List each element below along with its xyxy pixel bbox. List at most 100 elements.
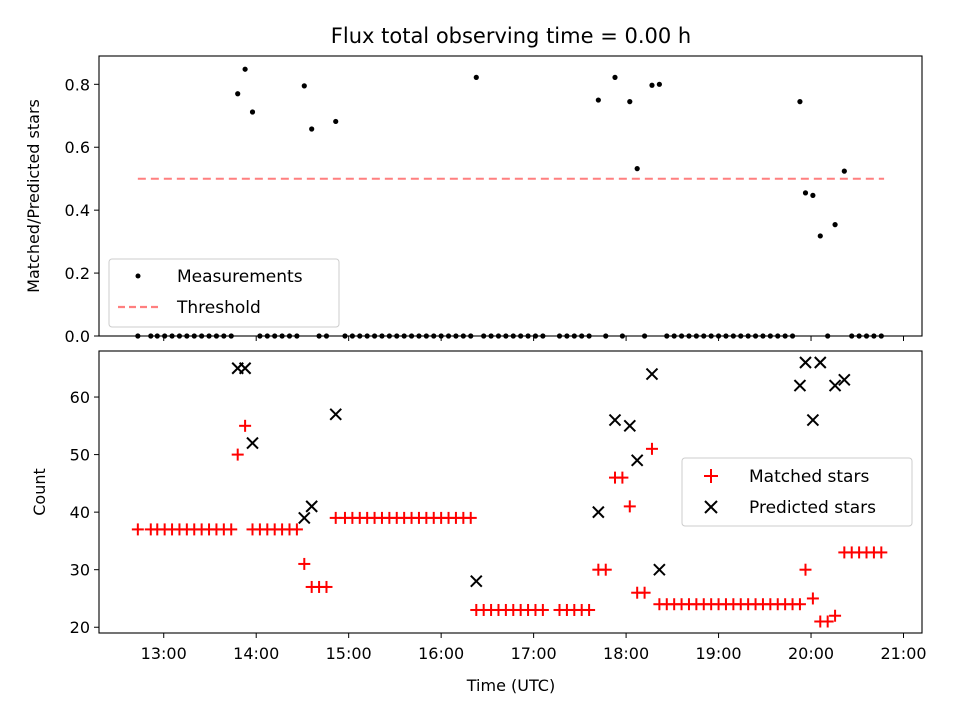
bottom-y-tick-label: 60 xyxy=(70,388,90,407)
measurement-point xyxy=(627,99,633,105)
measurement-point xyxy=(242,66,248,72)
bottom-legend: Matched stars Predicted stars xyxy=(681,457,913,527)
measurement-point xyxy=(333,118,339,125)
matched-stars-series xyxy=(131,419,888,628)
measurement-point xyxy=(301,83,307,89)
top-panel: 0.00.20.40.60.8 Matched/Predicted stars … xyxy=(24,55,923,346)
matched-star-point xyxy=(616,471,629,484)
matched-star-point xyxy=(536,603,549,616)
predicted-star-point xyxy=(645,367,659,381)
legend-marker-predicted-stars xyxy=(704,500,718,514)
predicted-star-point xyxy=(838,373,851,386)
measurement-point xyxy=(595,97,601,103)
bottom-x-tick-label: 18:00 xyxy=(603,644,649,663)
bottom-panel: 20 30 40 50 60 13:00 14:00 15:00 16:00 17:00 18:00… xyxy=(30,350,927,695)
matched-star-point xyxy=(793,598,806,611)
predicted-star-point xyxy=(470,574,483,588)
predicted-star-point xyxy=(828,379,842,392)
top-y-tick-label: 0.6 xyxy=(65,138,90,157)
matched-star-point xyxy=(464,511,477,524)
matched-star-point xyxy=(599,563,612,576)
predicted-star-point xyxy=(799,356,812,369)
legend-label-measurements: Measurements xyxy=(177,267,303,287)
predicted-star-point xyxy=(653,563,666,576)
legend-marker-matched-stars xyxy=(704,469,718,483)
measurement-point xyxy=(612,74,618,80)
predicted-star-point xyxy=(793,379,807,392)
matched-star-point xyxy=(320,580,333,593)
bottom-y-tick-label: 50 xyxy=(70,446,90,465)
matched-star-point xyxy=(645,442,658,455)
bottom-legend-box xyxy=(681,457,913,527)
measurement-point xyxy=(235,91,241,97)
measurement-point xyxy=(810,192,816,198)
measurement-point xyxy=(817,233,823,239)
predicted-star-point xyxy=(298,511,311,525)
predicted-star-point xyxy=(608,413,622,427)
legend-marker-measurements xyxy=(135,273,141,279)
matched-star-point xyxy=(623,500,636,513)
top-axes-frame xyxy=(98,55,923,337)
predicted-star-point xyxy=(806,413,820,427)
matched-star-point xyxy=(821,615,834,628)
bottom-x-tick-label: 21:00 xyxy=(880,644,926,663)
predicted-star-point xyxy=(623,419,636,433)
measurement-point xyxy=(473,74,479,80)
bottom-x-tick-label: 19:00 xyxy=(696,644,742,663)
matched-star-point xyxy=(638,586,651,599)
bottom-y-axis-label: Count xyxy=(30,468,49,516)
measurement-point xyxy=(841,168,847,174)
matched-star-point xyxy=(583,603,596,616)
matched-star-point xyxy=(799,563,812,576)
matched-star-point xyxy=(239,419,252,432)
matched-star-point xyxy=(829,609,842,622)
top-y-axis-label: Matched/Predicted stars xyxy=(24,99,43,293)
matched-star-point xyxy=(298,557,311,570)
measurement-point xyxy=(802,190,809,196)
legend-label-matched-stars: Matched stars xyxy=(749,467,869,487)
predicted-star-point xyxy=(305,500,318,513)
top-y-tick-label: 0.8 xyxy=(65,75,90,94)
matched-star-point xyxy=(225,523,238,536)
top-legend: Measurements Threshold xyxy=(108,258,340,328)
matched-star-point xyxy=(806,592,819,605)
matched-star-point xyxy=(290,523,303,536)
measurement-point xyxy=(249,109,256,115)
predicted-star-point xyxy=(246,436,259,450)
bottom-x-tick-label: 20:00 xyxy=(788,644,834,663)
top-legend-box xyxy=(108,258,340,328)
bottom-ticks: 20 30 40 50 60 13:00 14:00 15:00 16:00 17:00 18:00… xyxy=(70,388,927,663)
predicted-stars-series xyxy=(231,356,851,588)
top-ticks: 0.0 0.2 0.4 0.6 0.8 xyxy=(65,75,905,346)
bottom-y-tick-label: 40 xyxy=(70,503,90,522)
chart-title: Flux total observing time = 0.00 h xyxy=(331,24,691,48)
matched-star-point xyxy=(231,448,244,461)
legend-label-predicted-stars: Predicted stars xyxy=(749,498,876,518)
bottom-y-tick-label: 20 xyxy=(70,618,90,637)
bottom-x-tick-label: 13:00 xyxy=(141,644,187,663)
predicted-star-point xyxy=(238,362,252,375)
measurement-point xyxy=(309,126,315,132)
predicted-star-point xyxy=(814,356,827,369)
legend-label-threshold: Threshold xyxy=(176,298,261,318)
top-y-tick-label: 0.2 xyxy=(65,264,90,283)
matched-star-point xyxy=(131,523,144,536)
bottom-axes-frame xyxy=(98,350,923,634)
top-y-tick-label: 0.4 xyxy=(65,201,90,220)
bottom-x-tick-label: 16:00 xyxy=(418,644,464,663)
measurement-point xyxy=(656,81,662,87)
bottom-x-tick-label: 14:00 xyxy=(233,644,279,663)
bottom-y-tick-label: 30 xyxy=(70,561,90,580)
bottom-x-tick-label: 17:00 xyxy=(511,644,557,663)
predicted-star-point xyxy=(329,408,342,421)
measurement-point xyxy=(649,82,655,88)
bottom-x-tick-label: 15:00 xyxy=(326,644,372,663)
measurement-point xyxy=(832,222,838,228)
predicted-star-point xyxy=(630,454,644,467)
predicted-star-point xyxy=(592,505,605,519)
top-y-tick-label: 0.0 xyxy=(65,327,90,346)
matched-star-point xyxy=(875,546,888,559)
bottom-x-axis-label: Time (UTC) xyxy=(466,676,555,695)
